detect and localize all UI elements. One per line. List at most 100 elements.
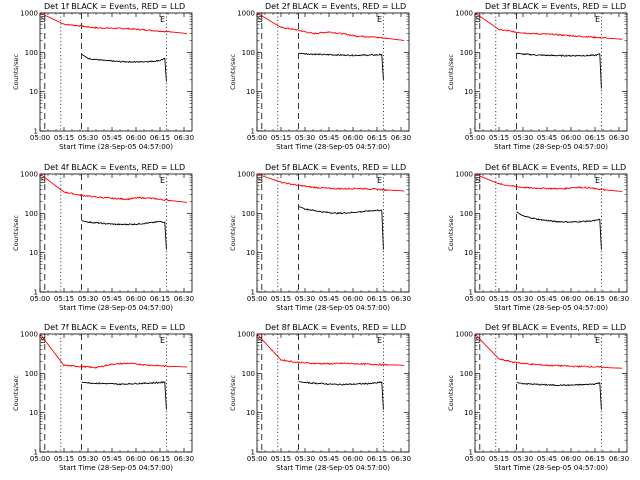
x-tick-label: 06:30 [609,455,629,463]
x-tick-label: 06:15 [150,134,170,142]
y-tick-label: 1000 [455,10,473,18]
x-tick-label: 05:30 [295,134,315,142]
x-tick-label: 06:30 [174,134,194,142]
y-axis-label: Counts/sec [447,375,455,411]
y-tick-label: 10 [29,88,38,96]
y-tick-label: 100 [242,49,255,57]
x-tick-label: 06:15 [367,295,387,303]
x-tick-label: 05:00 [30,134,50,142]
x-axis-label: Start Time (28-Sep-05 04:57:00) [494,143,608,151]
panel-8: Det 8f BLACK = Events, RED = LLD 1 10 100 10… [229,323,411,472]
y-axis-label: Counts/sec [12,375,20,411]
y-tick-label: 1000 [237,10,255,18]
time-marker-label: E [160,176,165,185]
x-tick-label: 06:15 [585,295,605,303]
plot-frame [256,12,410,132]
x-tick-label: 05:30 [78,455,98,463]
time-marker-label: S [258,336,263,345]
x-tick-label: 05:15 [54,295,74,303]
panel-title: Det 8f BLACK = Events, RED = LLD [265,323,406,332]
time-marker-label: E [595,15,600,24]
y-tick-label: 100 [242,370,255,378]
x-tick-label: 06:30 [609,134,629,142]
x-tick-label: 05:30 [78,134,98,142]
events-series-line [298,52,384,80]
x-tick-label: 05:30 [513,455,533,463]
x-tick-label: 05:45 [319,134,339,142]
x-tick-label: 05:30 [513,295,533,303]
events-series-line [516,382,602,410]
x-tick-label: 06:30 [174,455,194,463]
x-tick-label: 06:00 [343,134,363,142]
panel-title: Det 9f BLACK = Events, RED = LLD [485,323,626,332]
x-axis-label: Start Time (28-Sep-05 04:57:00) [494,464,608,472]
panel-title: Det 4f BLACK = Events, RED = LLD [44,163,185,172]
y-tick-label: 100 [25,49,38,57]
lld-series-line [256,173,405,192]
x-tick-label: 05:30 [513,134,533,142]
y-tick-label: 1 [34,128,38,136]
y-tick-label: 1000 [20,171,38,179]
events-series-line [81,220,167,250]
y-tick-label: 100 [460,210,473,218]
x-tick-label: 05:15 [271,455,291,463]
y-tick-label: 10 [246,88,255,96]
y-tick-label: 10 [464,409,473,417]
x-tick-label: 05:00 [465,455,485,463]
x-tick-label: 05:15 [489,455,509,463]
y-axis-label: Counts/sec [229,375,237,411]
panel-title: Det 6f BLACK = Events, RED = LLD [485,163,626,172]
time-marker-label: E [595,176,600,185]
time-marker-label: S [41,15,46,24]
lld-series-line [474,333,623,369]
y-tick-label: 1000 [237,331,255,339]
y-tick-label: 100 [25,210,38,218]
panel-2: Det 2f BLACK = Events, RED = LLD 1 10 100 10… [229,2,411,151]
plot-frame [474,12,628,132]
y-tick-label: 1 [251,449,255,457]
panel-5: Det 5f BLACK = Events, RED = LLD 1 10 100 10… [229,163,411,312]
x-axis-label: Start Time (28-Sep-05 04:57:00) [59,304,173,312]
x-tick-label: 05:00 [247,134,267,142]
x-tick-label: 05:45 [102,134,122,142]
y-tick-label: 10 [246,249,255,257]
y-axis-label: Counts/sec [447,54,455,90]
events-series-line [516,211,602,250]
x-tick-label: 06:30 [609,295,629,303]
x-tick-label: 06:15 [585,134,605,142]
y-axis-label: Counts/sec [229,215,237,251]
x-tick-label: 05:30 [295,295,315,303]
events-series-line [298,381,384,410]
x-tick-label: 06:00 [126,295,146,303]
x-axis-label: Start Time (28-Sep-05 04:57:00) [276,304,390,312]
y-tick-label: 10 [29,409,38,417]
x-tick-label: 06:00 [561,134,581,142]
x-tick-label: 05:15 [489,295,509,303]
y-tick-label: 1000 [237,171,255,179]
time-marker-label: E [595,336,600,345]
x-tick-label: 05:45 [102,455,122,463]
time-marker-label: S [41,176,46,185]
plot-frame [256,333,410,453]
x-tick-label: 05:00 [247,455,267,463]
y-axis-label: Counts/sec [12,54,20,90]
plot-frame [256,173,410,293]
time-marker-label: E [160,336,165,345]
x-tick-label: 05:15 [54,455,74,463]
panel-9: Det 9f BLACK = Events, RED = LLD 1 10 100 10… [447,323,629,472]
x-axis-label: Start Time (28-Sep-05 04:57:00) [276,143,390,151]
lld-series-line [474,173,623,192]
x-tick-label: 06:15 [367,134,387,142]
y-tick-label: 10 [464,249,473,257]
x-tick-label: 05:45 [319,295,339,303]
panel-title: Det 5f BLACK = Events, RED = LLD [265,163,406,172]
x-axis-label: Start Time (28-Sep-05 04:57:00) [276,464,390,472]
time-marker-label: E [377,176,382,185]
y-tick-label: 100 [242,210,255,218]
time-marker-label: E [160,15,165,24]
y-tick-label: 1 [251,289,255,297]
y-tick-label: 1 [251,128,255,136]
x-tick-label: 06:00 [343,455,363,463]
time-marker-label: S [476,15,481,24]
